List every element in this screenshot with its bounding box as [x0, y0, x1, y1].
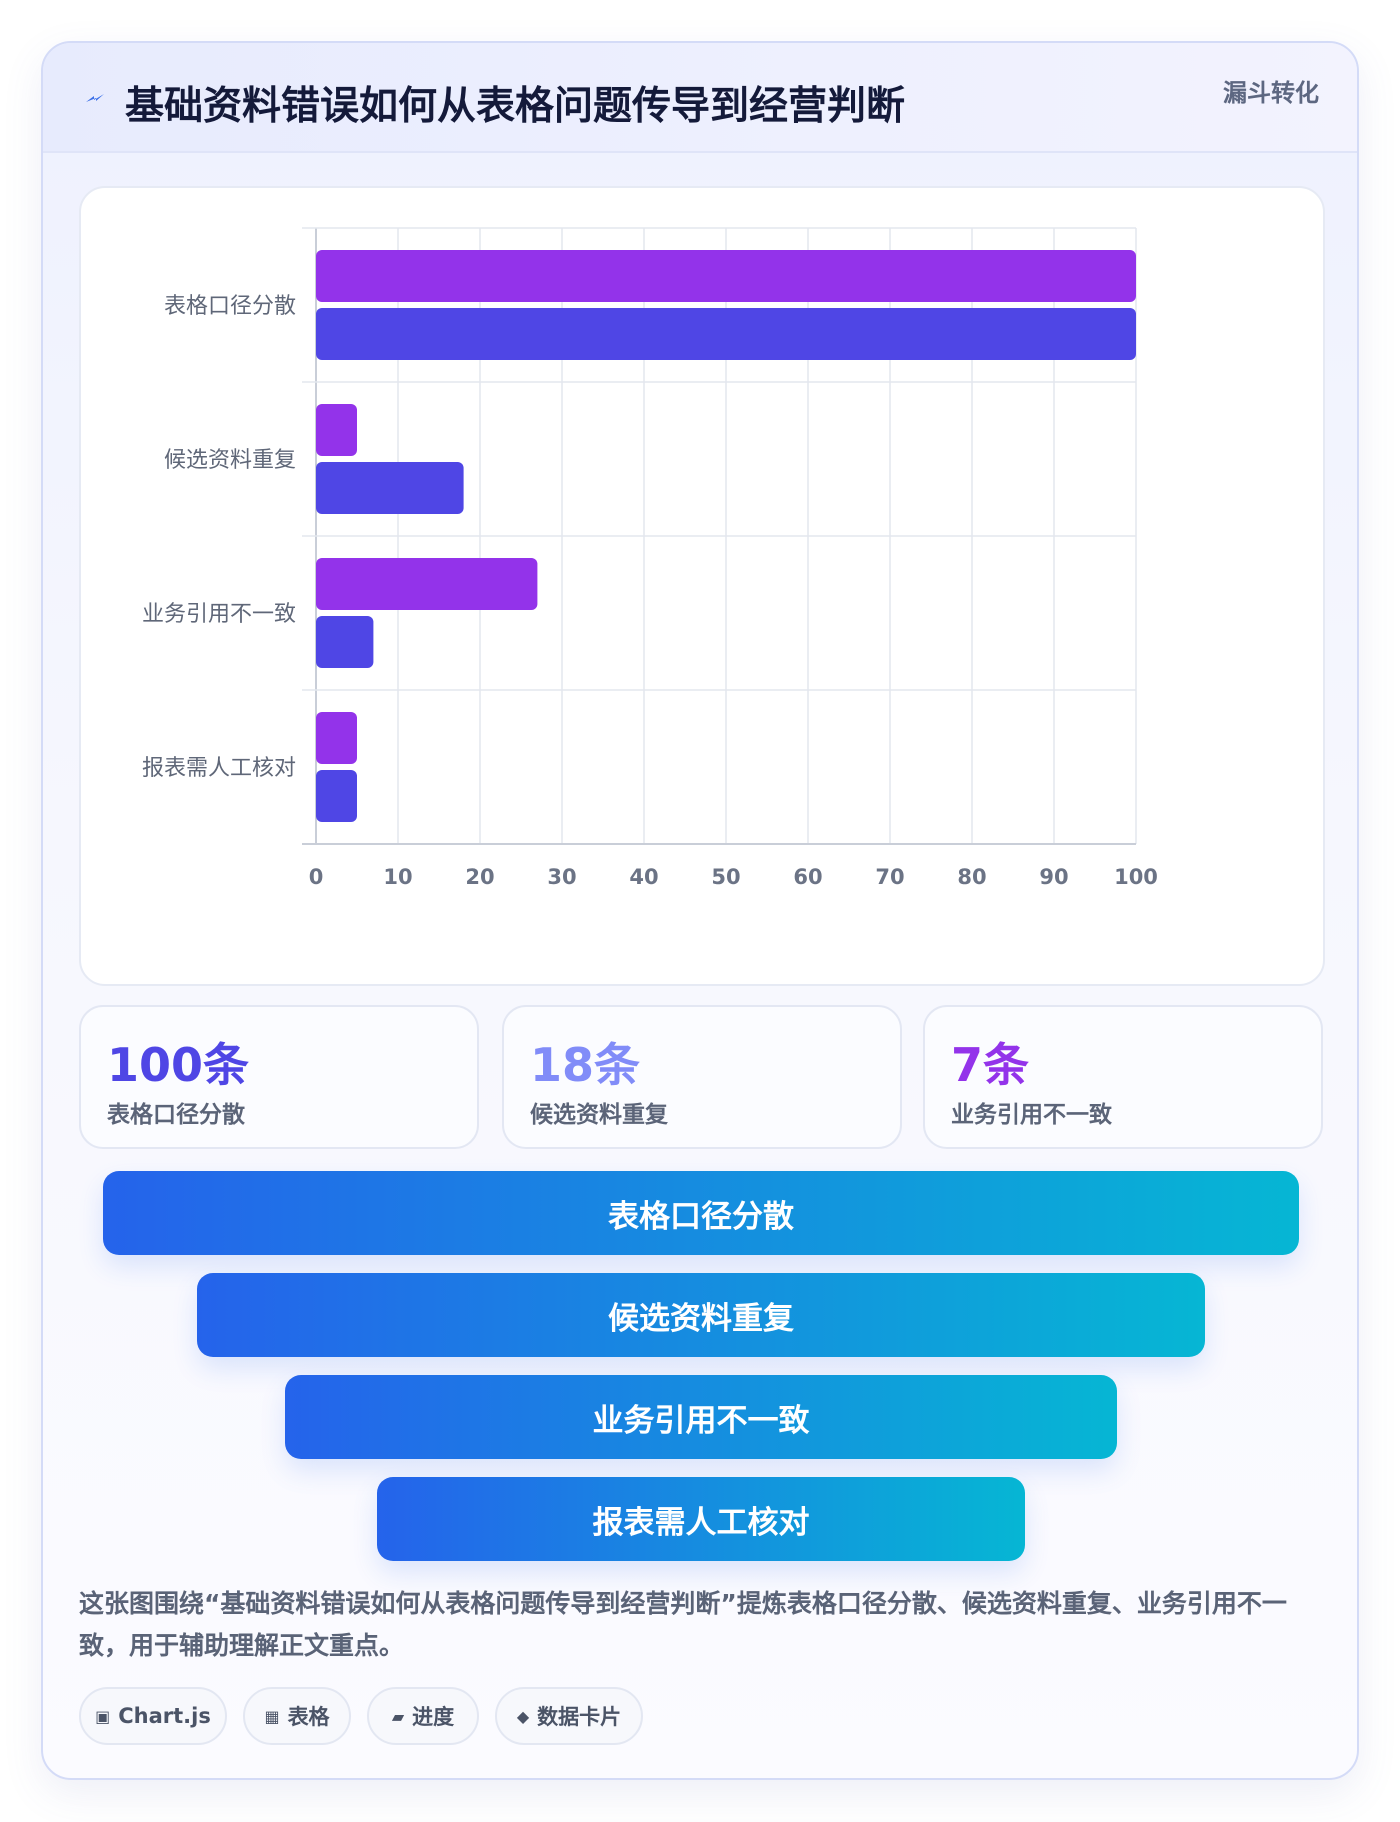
funnel-step-3: 业务引用不一致 — [285, 1375, 1117, 1459]
stat-card-1: 100条 表格口径分散 — [79, 1005, 479, 1149]
stat-label: 候选资料重复 — [530, 1102, 668, 1128]
lightning-icon — [86, 94, 104, 102]
funnel-step-4: 报表需人工核对 — [377, 1477, 1025, 1561]
bar — [316, 558, 538, 610]
page-title: 基础资料错误如何从表格问题传导到经营判断 — [125, 84, 906, 129]
y-category-label: 表格口径分散 — [164, 294, 296, 319]
tag-progress[interactable]: ▰ 进度 — [367, 1687, 479, 1745]
x-tick-label: 40 — [629, 865, 658, 889]
tag-table[interactable]: ▦ 表格 — [243, 1687, 351, 1745]
x-tick-label: 30 — [547, 865, 576, 889]
tag-label: 进度 — [412, 1705, 455, 1729]
x-tick-label: 50 — [711, 865, 740, 889]
x-tick-label: 70 — [875, 865, 904, 889]
bar — [316, 308, 1136, 360]
bar — [316, 250, 1136, 302]
bar-chart-panel: 0 10 20 30 40 50 60 70 80 90 100 表格口径分散 候选资料重复业务引用不一… — [79, 186, 1325, 986]
stat-value: 7条 — [951, 1038, 1030, 1092]
chart-square-icon: ▣ — [95, 1706, 111, 1726]
stat-card-2: 18条 候选资料重复 — [502, 1005, 902, 1149]
bar-chart: 0 10 20 30 40 50 60 70 80 90 100 表格口径分散候选资料重复业务引用不一… — [142, 227, 1158, 889]
stat-card-3: 7条 业务引用不一致 — [923, 1005, 1323, 1149]
stat-value: 18条 — [530, 1038, 641, 1092]
x-tick-label: 0 — [309, 865, 324, 889]
table-grid-icon: ▦ — [264, 1706, 280, 1726]
x-tick-label: 60 — [793, 865, 822, 889]
tag-label: 表格 — [287, 1705, 330, 1729]
bar — [316, 616, 374, 668]
x-tick-label: 100 — [1114, 865, 1158, 889]
x-tick-label: 10 — [383, 865, 412, 889]
x-tick-label: 20 — [465, 865, 494, 889]
tag-label: Chart.js — [118, 1704, 211, 1728]
chart-description: 这张图围绕“基础资料错误如何从表格问题传导到经营判断”提炼表格口径分散、候选资料… — [79, 1589, 1287, 1660]
tag-data-card[interactable]: ◆ 数据卡片 — [495, 1687, 643, 1745]
stat-value: 100条 — [107, 1038, 250, 1092]
y-category-label: 业务引用不一致 — [142, 602, 296, 627]
funnel-step-1: 表格口径分散 — [103, 1171, 1299, 1255]
y-category-label: 报表需人工核对 — [142, 756, 296, 781]
progress-icon: ▰ — [391, 1706, 405, 1726]
chart-type-badge: 漏斗转化 — [1223, 79, 1319, 107]
diamond-icon: ◆ — [516, 1706, 530, 1726]
bar — [316, 770, 357, 822]
funnel-step-2: 候选资料重复 — [197, 1273, 1205, 1357]
bar — [316, 404, 357, 456]
infographic-card: 基础资料错误如何从表格问题传导到经营判断 漏斗转化 0 10 20 30 40 50 60 7… — [41, 41, 1359, 1780]
tag-chartjs[interactable]: ▣ Chart.js — [79, 1687, 227, 1745]
tag-label: 数据卡片 — [537, 1705, 622, 1729]
x-tick-label: 90 — [1039, 865, 1068, 889]
stat-label: 业务引用不一致 — [951, 1102, 1112, 1128]
y-category-label: 候选资料重复 — [164, 448, 296, 473]
x-tick-label: 80 — [957, 865, 986, 889]
card-header: 基础资料错误如何从表格问题传导到经营判断 漏斗转化 — [43, 43, 1357, 153]
bar — [316, 712, 357, 764]
stat-label: 表格口径分散 — [107, 1102, 245, 1128]
bar — [316, 462, 464, 514]
